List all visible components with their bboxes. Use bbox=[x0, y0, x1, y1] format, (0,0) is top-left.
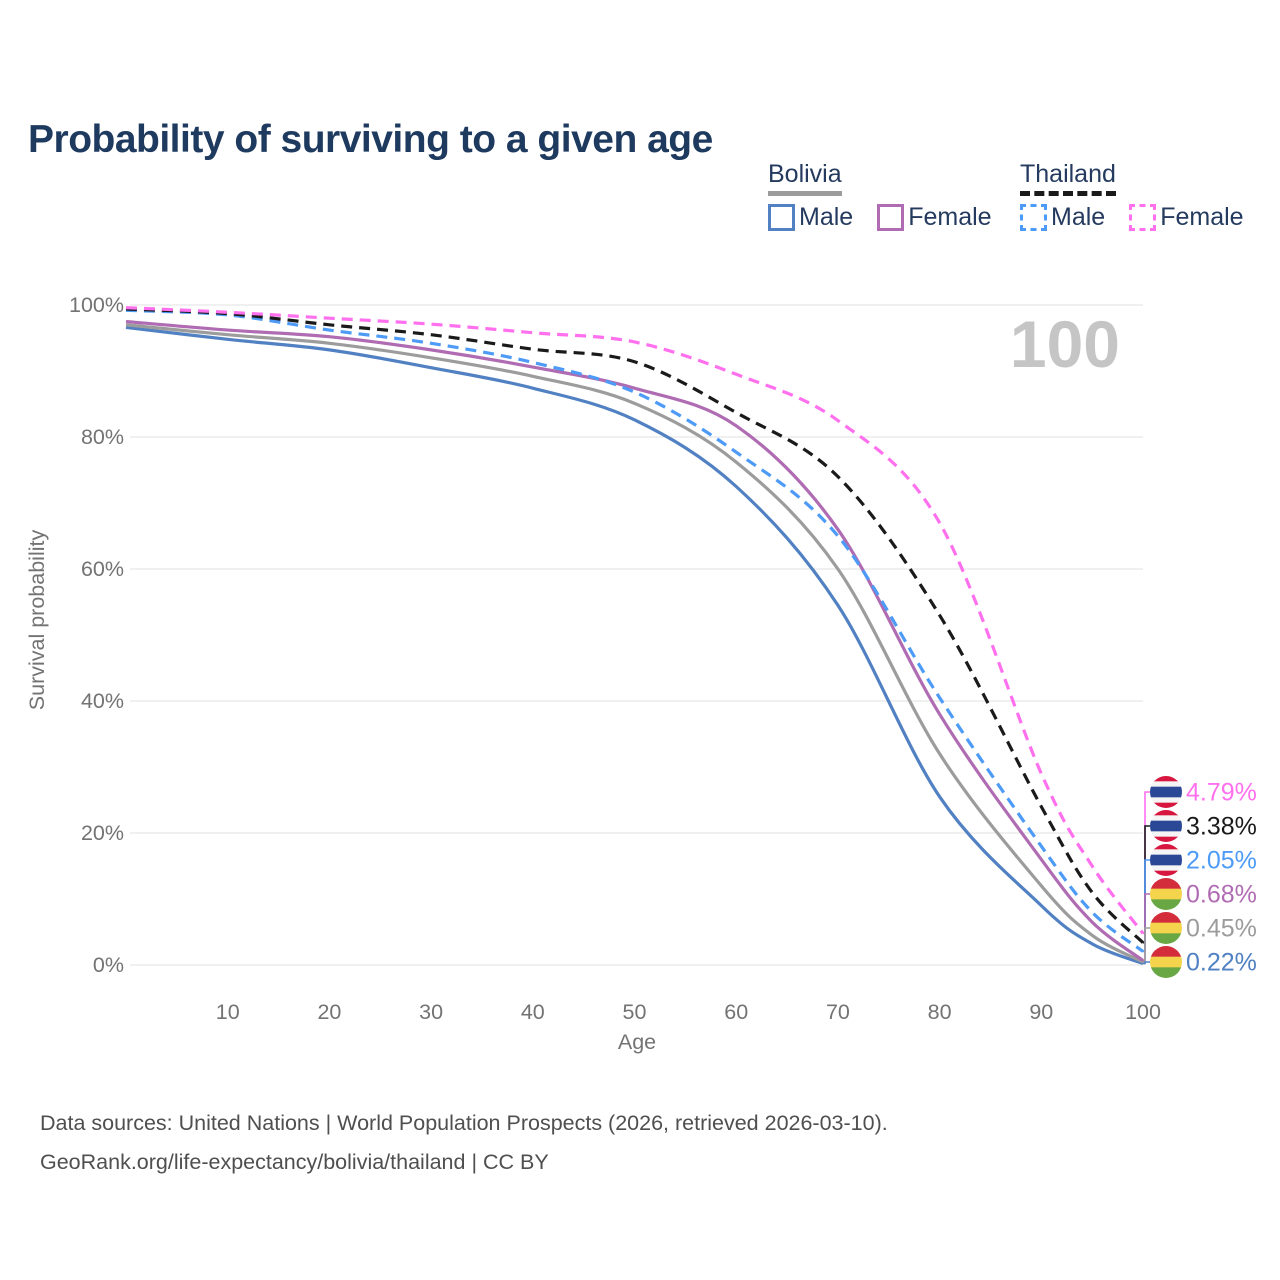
legend-item-label: Male bbox=[799, 203, 854, 231]
legend-item-thailand-female[interactable]: Female bbox=[1129, 203, 1244, 231]
footer: Data sources: United Nations | World Pop… bbox=[40, 1104, 888, 1182]
flag-icon-thailand bbox=[1150, 776, 1182, 808]
x-tick-100: 100 bbox=[1125, 1000, 1161, 1024]
age-watermark: 100 bbox=[1010, 307, 1120, 381]
series-line-thailand-total[interactable] bbox=[125, 307, 1145, 944]
end-label-bolivia-female: 0.68% bbox=[1186, 881, 1257, 909]
end-label-bolivia-total: 0.45% bbox=[1186, 915, 1257, 943]
legend-item-label: Male bbox=[1051, 203, 1106, 231]
page-title: Probability of surviving to a given age bbox=[28, 118, 713, 162]
legend-swatch-thailand-male bbox=[1020, 203, 1047, 231]
series-lines bbox=[125, 306, 1145, 966]
series-line-bolivia-female[interactable] bbox=[125, 319, 1144, 962]
legend-group-bolivia: Bolivia Male Female bbox=[768, 160, 992, 231]
end-label-thailand-female: 4.79% bbox=[1186, 779, 1257, 807]
x-tick-60: 60 bbox=[724, 1000, 748, 1024]
x-tick-90: 90 bbox=[1029, 1000, 1053, 1024]
flag-icon-bolivia bbox=[1150, 912, 1182, 944]
x-tick-40: 40 bbox=[521, 1000, 545, 1024]
end-label-thailand-male: 2.05% bbox=[1186, 847, 1257, 875]
legend-country-bolivia: Bolivia bbox=[768, 160, 842, 196]
legend-swatch-thailand-female bbox=[1129, 203, 1157, 231]
y-axis-tick-labels: 0% 20% 40% 60% 80% 100% bbox=[69, 293, 124, 977]
leader-line-thailand-male bbox=[1143, 859, 1150, 953]
leader-line-thailand-total bbox=[1143, 825, 1150, 944]
y-axis-title: Survival probability bbox=[25, 530, 49, 711]
legend-item-bolivia-male[interactable]: Male bbox=[768, 203, 853, 231]
legend-items-thailand: Male Female bbox=[1020, 203, 1244, 231]
footer-data-sources: Data sources: United Nations | World Pop… bbox=[40, 1111, 888, 1135]
y-tick-80: 80% bbox=[81, 425, 124, 449]
x-tick-80: 80 bbox=[928, 1000, 952, 1024]
x-axis-tick-labels: 10 20 30 40 50 60 70 80 90 100 bbox=[216, 1000, 1161, 1024]
x-tick-20: 20 bbox=[317, 1000, 341, 1024]
end-label-thailand-total: 3.38% bbox=[1186, 813, 1257, 841]
leader-line-thailand-female bbox=[1143, 791, 1150, 935]
y-tick-40: 40% bbox=[81, 689, 124, 713]
x-tick-10: 10 bbox=[216, 1000, 240, 1024]
legend-items-bolivia: Male Female bbox=[768, 203, 992, 231]
series-line-bolivia-male[interactable] bbox=[125, 325, 1144, 966]
x-tick-50: 50 bbox=[623, 1000, 647, 1024]
legend-swatch-bolivia-female bbox=[877, 203, 905, 231]
y-tick-20: 20% bbox=[81, 821, 124, 845]
legend-item-thailand-male[interactable]: Male bbox=[1020, 203, 1105, 231]
legend-item-bolivia-female[interactable]: Female bbox=[877, 203, 992, 231]
gridlines bbox=[130, 304, 1143, 966]
series-line-bolivia-total[interactable] bbox=[125, 323, 1144, 964]
x-axis-title: Age bbox=[618, 1030, 656, 1054]
end-label-values: 4.79% 3.38% 2.05% 0.68% 0.45% 0.22% bbox=[1186, 779, 1257, 977]
x-tick-70: 70 bbox=[826, 1000, 850, 1024]
end-label-flags bbox=[1150, 776, 1182, 978]
series-line-thailand-female[interactable] bbox=[125, 306, 1145, 935]
leader-line-bolivia-male bbox=[1143, 961, 1150, 965]
x-tick-30: 30 bbox=[419, 1000, 443, 1024]
y-tick-0: 0% bbox=[93, 953, 124, 977]
end-label-leader-lines bbox=[1143, 791, 1150, 965]
end-label-bolivia-male: 0.22% bbox=[1186, 949, 1257, 977]
y-tick-100: 100% bbox=[69, 293, 124, 317]
flag-icon-bolivia bbox=[1150, 946, 1182, 978]
legend-item-label: Female bbox=[1160, 203, 1244, 231]
series-line-thailand-male[interactable] bbox=[125, 308, 1144, 953]
legend-country-thailand: Thailand bbox=[1020, 160, 1116, 196]
flag-icon-thailand bbox=[1150, 844, 1182, 876]
flag-icon-bolivia bbox=[1150, 878, 1182, 910]
legend-item-label: Female bbox=[908, 203, 992, 231]
footer-attribution: GeoRank.org/life-expectancy/bolivia/thai… bbox=[40, 1150, 549, 1174]
leader-line-bolivia-total bbox=[1143, 927, 1150, 963]
flag-icon-thailand bbox=[1150, 810, 1182, 842]
legend-swatch-bolivia-male bbox=[768, 203, 795, 231]
y-tick-60: 60% bbox=[81, 557, 124, 581]
legend-group-thailand: Thailand Male Female bbox=[1020, 160, 1244, 231]
